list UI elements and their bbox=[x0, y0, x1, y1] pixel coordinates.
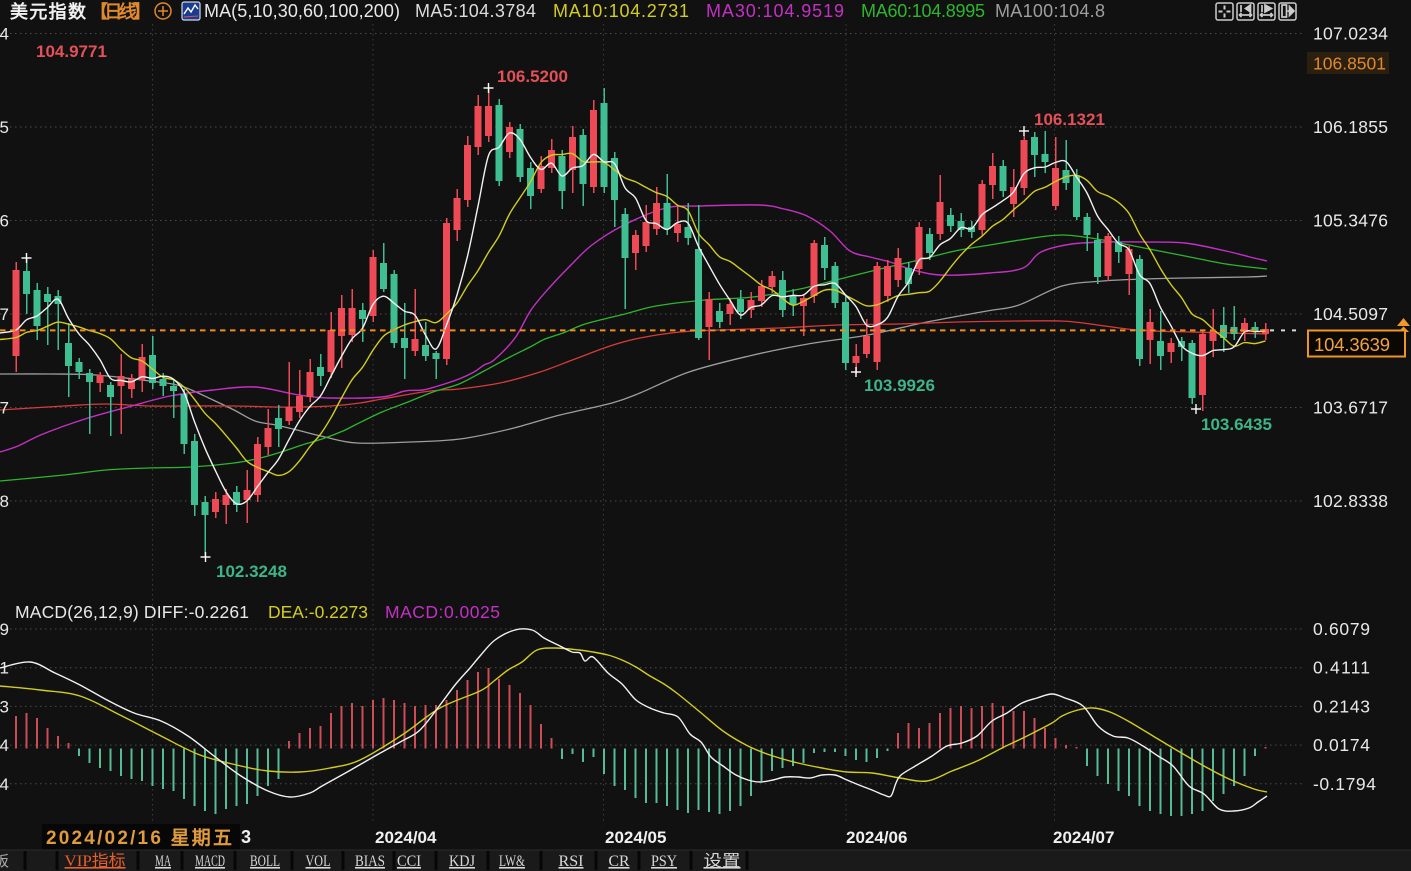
svg-text:7: 7 bbox=[0, 305, 9, 324]
svg-text:2024/06: 2024/06 bbox=[846, 828, 907, 847]
svg-text:MACD:0.0025: MACD:0.0025 bbox=[385, 602, 500, 622]
svg-text:VOL: VOL bbox=[306, 853, 331, 870]
svg-text:6: 6 bbox=[0, 212, 9, 231]
svg-text:板: 板 bbox=[0, 852, 9, 870]
svg-text:美元指数: 美元指数 bbox=[10, 1, 87, 22]
svg-text:9: 9 bbox=[0, 620, 9, 639]
svg-text:MACD(26,12,9) DIFF:-0.2261: MACD(26,12,9) DIFF:-0.2261 bbox=[15, 602, 249, 622]
svg-text:设置: 设置 bbox=[704, 852, 741, 870]
svg-text:2024/05: 2024/05 bbox=[605, 828, 666, 847]
svg-text:3: 3 bbox=[0, 697, 9, 716]
svg-text:4: 4 bbox=[0, 775, 9, 794]
svg-text:MA(5,10,30,60,100,200): MA(5,10,30,60,100,200) bbox=[204, 1, 400, 21]
svg-text:105.3476: 105.3476 bbox=[1313, 211, 1388, 231]
svg-text:106.1855: 106.1855 bbox=[1313, 117, 1388, 137]
svg-text:102.8338: 102.8338 bbox=[1313, 491, 1388, 511]
svg-text:103.6435: 103.6435 bbox=[1201, 415, 1272, 434]
svg-text:MA10:104.2731: MA10:104.2731 bbox=[553, 1, 689, 21]
svg-text:VIP指标: VIP指标 bbox=[65, 852, 126, 870]
svg-text:RSI: RSI bbox=[559, 853, 584, 870]
svg-text:2024/02/16 星期五: 2024/02/16 星期五 bbox=[46, 827, 232, 849]
svg-text:BIAS: BIAS bbox=[355, 853, 385, 870]
svg-text:0.2143: 0.2143 bbox=[1313, 696, 1370, 716]
svg-text:0.6079: 0.6079 bbox=[1313, 619, 1370, 639]
svg-text:-0.1794: -0.1794 bbox=[1313, 774, 1376, 794]
svg-text:2024/07: 2024/07 bbox=[1053, 828, 1114, 847]
svg-text:MA5:104.3784: MA5:104.3784 bbox=[415, 1, 536, 21]
svg-text:MA30:104.9519: MA30:104.9519 bbox=[706, 1, 844, 21]
svg-text:MACD: MACD bbox=[195, 853, 225, 870]
svg-text:MA: MA bbox=[155, 853, 171, 870]
svg-text:107.0234: 107.0234 bbox=[1313, 24, 1388, 44]
svg-text:CCI: CCI bbox=[397, 853, 421, 870]
svg-text:0.0174: 0.0174 bbox=[1313, 735, 1370, 755]
svg-text:MA100:104.8: MA100:104.8 bbox=[995, 1, 1105, 21]
svg-text:106.8501: 106.8501 bbox=[1313, 54, 1386, 74]
svg-text:104.5097: 104.5097 bbox=[1313, 304, 1388, 324]
svg-text:7: 7 bbox=[0, 399, 9, 418]
svg-text:MA60:104.8995: MA60:104.8995 bbox=[861, 1, 985, 21]
svg-text:103.6717: 103.6717 bbox=[1313, 398, 1388, 418]
svg-text:DEA:-0.2273: DEA:-0.2273 bbox=[268, 602, 368, 622]
svg-text:4: 4 bbox=[0, 736, 9, 755]
svg-text:【日线】: 【日线】 bbox=[90, 1, 151, 22]
svg-text:5: 5 bbox=[0, 118, 9, 137]
svg-text:BOLL: BOLL bbox=[250, 853, 280, 870]
svg-text:2024/04: 2024/04 bbox=[375, 828, 437, 847]
svg-text:104.3639: 104.3639 bbox=[1314, 334, 1390, 355]
svg-text:3: 3 bbox=[241, 827, 251, 847]
svg-text:106.1321: 106.1321 bbox=[1034, 110, 1105, 129]
svg-text:KDJ: KDJ bbox=[449, 853, 475, 870]
svg-text:104.9771: 104.9771 bbox=[36, 42, 107, 61]
svg-text:PSY: PSY bbox=[651, 853, 677, 870]
svg-text:102.3248: 102.3248 bbox=[216, 562, 287, 581]
svg-text:CR: CR bbox=[609, 853, 630, 870]
svg-text:103.9926: 103.9926 bbox=[864, 376, 935, 395]
svg-text:8: 8 bbox=[0, 492, 9, 511]
svg-text:106.5200: 106.5200 bbox=[497, 67, 568, 86]
svg-text:0.4111: 0.4111 bbox=[1313, 658, 1370, 678]
svg-text:1: 1 bbox=[0, 659, 9, 678]
svg-text:LW&: LW& bbox=[499, 853, 525, 870]
svg-text:4: 4 bbox=[0, 25, 9, 44]
